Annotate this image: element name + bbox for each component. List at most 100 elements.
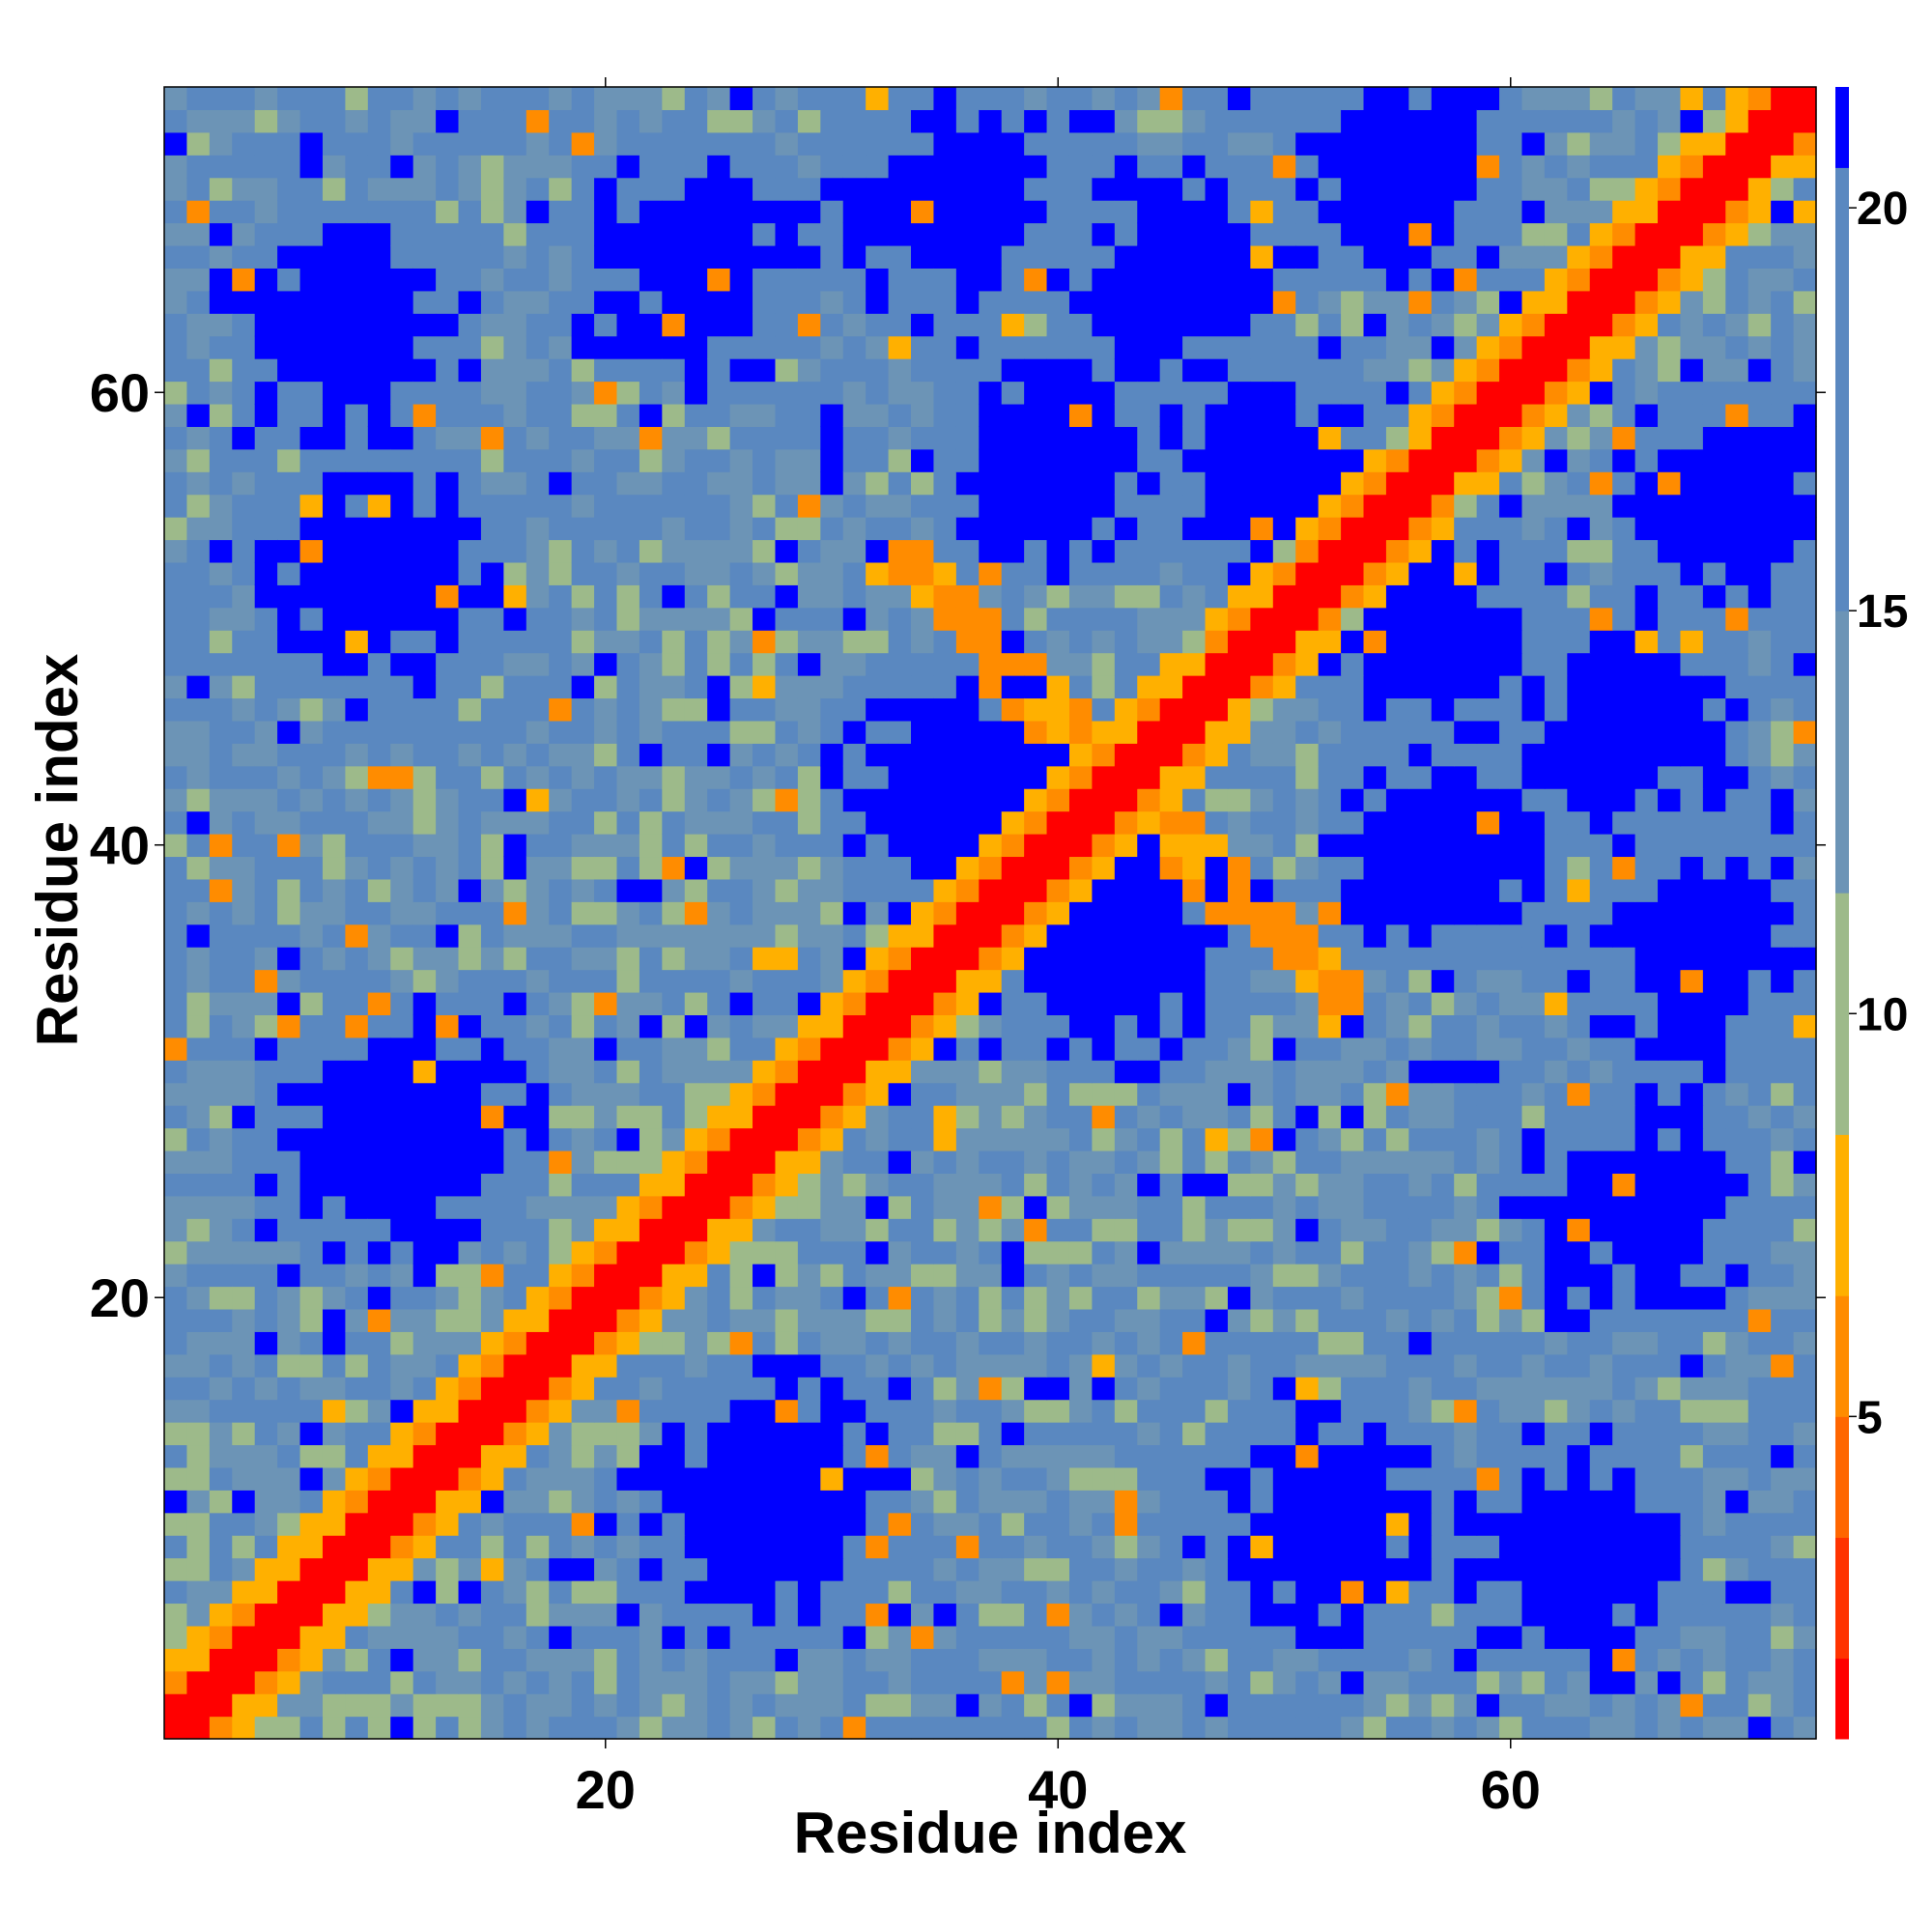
heatmap-cell	[277, 471, 301, 496]
heatmap-cell	[1318, 675, 1342, 699]
heatmap-cell	[684, 1512, 708, 1536]
heatmap-cell	[979, 697, 1003, 722]
heatmap-cell	[503, 290, 527, 314]
heatmap-cell	[390, 1557, 414, 1581]
heatmap-cell	[866, 1331, 890, 1355]
heatmap-cell	[1318, 1264, 1342, 1288]
heatmap-cell	[1385, 675, 1409, 699]
heatmap-cell	[775, 1240, 799, 1264]
heatmap-cell	[1092, 720, 1116, 744]
heatmap-cell	[1068, 1466, 1094, 1491]
heatmap-cell	[1385, 810, 1409, 835]
heatmap-cell	[1227, 1444, 1251, 1468]
heatmap-cell	[662, 177, 686, 201]
heatmap-cell	[436, 788, 460, 812]
heatmap-cell	[1499, 1308, 1523, 1332]
heatmap-cell	[1725, 743, 1749, 767]
heatmap-cell	[1159, 1603, 1183, 1627]
heatmap-cell	[1182, 381, 1207, 405]
heatmap-cell	[1408, 1512, 1433, 1536]
heatmap-cell	[639, 1195, 663, 1219]
heatmap-cell	[616, 1127, 640, 1151]
heatmap-cell	[1385, 1195, 1409, 1219]
heatmap-cell	[775, 720, 799, 744]
heatmap-cell	[1250, 1490, 1274, 1514]
heatmap-cell	[1476, 1127, 1500, 1151]
heatmap-cell	[1024, 1014, 1048, 1038]
heatmap-cell	[549, 313, 573, 337]
heatmap-cell	[594, 901, 618, 925]
heatmap-cell	[571, 1353, 595, 1378]
heatmap-cell	[1250, 743, 1274, 767]
heatmap-cell	[797, 426, 821, 450]
heatmap-cell	[684, 1286, 708, 1310]
heatmap-cell	[232, 1670, 256, 1694]
heatmap-cell	[707, 1625, 731, 1649]
heatmap-cell	[1589, 494, 1613, 518]
heatmap-cell	[1137, 539, 1161, 563]
heatmap-cell	[436, 335, 460, 359]
heatmap-cell	[1137, 1127, 1161, 1151]
heatmap-cell	[1544, 1308, 1568, 1332]
heatmap-cell	[1476, 1693, 1500, 1718]
heatmap-cell	[186, 1444, 211, 1468]
heatmap-cell	[458, 1490, 482, 1514]
heatmap-cell	[1341, 1264, 1365, 1288]
heatmap-cell	[458, 313, 482, 337]
heatmap-cell	[1024, 1422, 1048, 1446]
heatmap-cell	[1747, 1466, 1772, 1491]
heatmap-cell	[1001, 244, 1025, 269]
heatmap-cell	[1454, 1173, 1478, 1197]
heatmap-cell	[526, 426, 550, 450]
heatmap-cell	[390, 1060, 414, 1084]
heatmap-cell	[820, 290, 844, 314]
heatmap-cell	[1272, 1535, 1296, 1559]
heatmap-cell	[1250, 810, 1274, 835]
heatmap-cell	[662, 834, 686, 858]
heatmap-cell	[458, 856, 482, 880]
heatmap-cell	[842, 697, 867, 722]
heatmap-cell	[1521, 1648, 1546, 1672]
heatmap-cell	[480, 177, 504, 201]
heatmap-cell	[1634, 494, 1659, 518]
heatmap-cell	[458, 1557, 482, 1581]
heatmap-cell	[322, 856, 346, 880]
heatmap-cell	[1702, 1286, 1726, 1310]
heatmap-cell	[753, 403, 777, 427]
heatmap-cell	[186, 765, 211, 789]
heatmap-cell	[232, 878, 256, 902]
heatmap-cell	[888, 109, 912, 133]
heatmap-cell	[571, 607, 595, 631]
heatmap-cell	[1408, 765, 1433, 789]
heatmap-cell	[1589, 834, 1613, 858]
heatmap-cell	[1024, 155, 1048, 179]
heatmap-cell	[299, 471, 324, 496]
heatmap-cell	[955, 607, 980, 631]
heatmap-cell	[277, 1693, 301, 1718]
heatmap-cell	[1431, 1557, 1455, 1581]
heatmap-cell	[911, 1580, 935, 1605]
heatmap-cell	[1318, 403, 1342, 427]
heatmap-cell	[526, 630, 550, 654]
heatmap-cell	[1046, 561, 1070, 585]
heatmap-cell	[480, 991, 504, 1016]
heatmap-cell	[1137, 1082, 1161, 1106]
heatmap-cell	[1658, 1308, 1682, 1332]
heatmap-cell	[345, 720, 369, 744]
heatmap-cell	[436, 1716, 460, 1740]
heatmap-cell	[797, 1490, 821, 1514]
heatmap-cell	[1363, 1399, 1387, 1423]
heatmap-cell	[1068, 290, 1094, 314]
heatmap-cell	[1205, 1580, 1229, 1605]
heatmap-cell	[254, 313, 278, 337]
heatmap-cell	[412, 584, 437, 609]
heatmap-cell	[1658, 697, 1682, 722]
heatmap-cell	[1092, 1603, 1116, 1627]
heatmap-cell	[186, 1218, 211, 1242]
heatmap-cell	[1454, 1512, 1478, 1536]
heatmap-cell	[503, 765, 527, 789]
heatmap-cell	[842, 1264, 867, 1288]
heatmap-cell	[1068, 1603, 1094, 1627]
heatmap-cell	[1725, 810, 1749, 835]
heatmap-cell	[1363, 1150, 1387, 1174]
